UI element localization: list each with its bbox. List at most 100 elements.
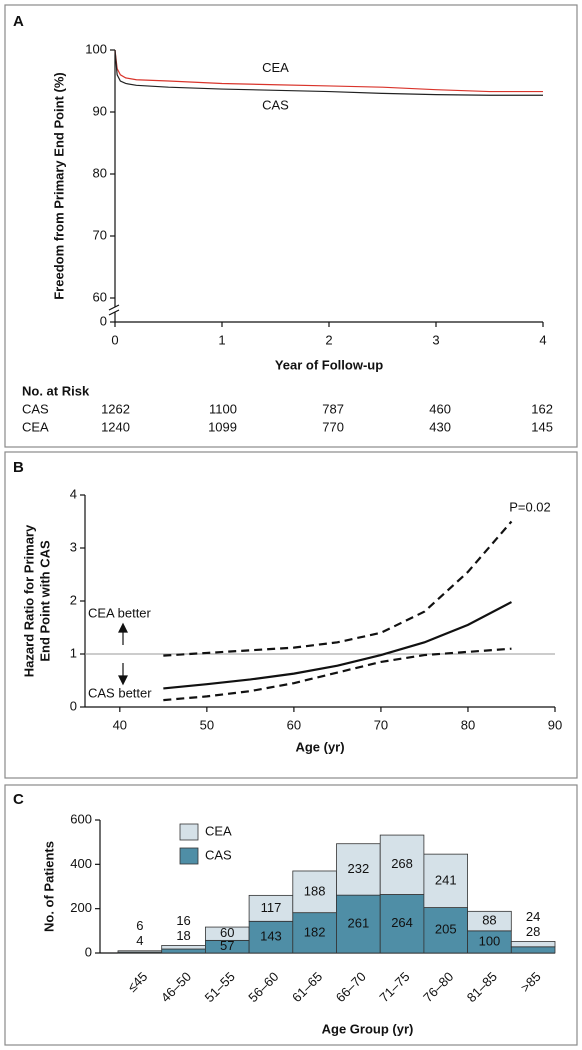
y-tick-label: 80 bbox=[93, 165, 107, 180]
annotation: CEA better bbox=[88, 605, 152, 620]
y-tick-label: 400 bbox=[70, 856, 92, 871]
at-risk-count: 145 bbox=[531, 419, 553, 434]
series-line bbox=[163, 647, 512, 702]
series-label: CAS bbox=[262, 98, 289, 113]
x-tick-label: ≤45 bbox=[125, 969, 151, 995]
panel-label: A bbox=[13, 13, 24, 30]
at-risk-name: CAS bbox=[22, 401, 49, 416]
x-tick-label: 80 bbox=[461, 717, 475, 732]
bar-segment bbox=[161, 948, 206, 954]
bar-segment bbox=[510, 946, 556, 954]
y-tick-label: 600 bbox=[70, 811, 92, 826]
bar-segment bbox=[336, 843, 381, 896]
bar-segment bbox=[510, 941, 556, 948]
y-tick-label: 2 bbox=[70, 592, 77, 607]
bar-segment bbox=[161, 945, 206, 950]
y-tick-label: 1 bbox=[70, 645, 77, 660]
y-tick-label: 0 bbox=[85, 944, 92, 959]
x-tick-label: 56–60 bbox=[245, 969, 281, 1005]
x-tick-label: 61–65 bbox=[289, 969, 325, 1005]
y-axis-label: Freedom from Primary End Point (%) bbox=[51, 72, 66, 300]
x-tick-label: 4 bbox=[539, 332, 546, 347]
at-risk-count: 430 bbox=[429, 419, 451, 434]
value-label: 117 bbox=[261, 900, 282, 915]
at-risk-name: CEA bbox=[22, 419, 49, 434]
x-tick-label: 46–50 bbox=[158, 969, 194, 1005]
bar-segment bbox=[248, 894, 294, 922]
x-tick-label: 90 bbox=[548, 717, 562, 732]
bar-segment bbox=[379, 894, 425, 954]
y-tick-label: 4 bbox=[70, 486, 77, 501]
series-line bbox=[114, 49, 543, 96]
panel-frame bbox=[4, 4, 578, 448]
value-label: 60 bbox=[220, 925, 234, 940]
y-axis-label: End Point with CAS bbox=[37, 540, 52, 662]
value-label: 57 bbox=[220, 938, 234, 953]
axis-break bbox=[108, 309, 120, 316]
at-risk-count: 787 bbox=[322, 401, 344, 416]
series-line bbox=[163, 520, 513, 657]
y-axis-label: Hazard Ratio for Primary bbox=[21, 524, 36, 677]
value-label: 24 bbox=[526, 909, 540, 924]
value-label: 182 bbox=[304, 924, 326, 939]
x-tick-label: 50 bbox=[200, 717, 214, 732]
x-tick-label: 51–55 bbox=[202, 969, 238, 1005]
x-tick-label: 0 bbox=[111, 332, 118, 347]
x-tick-label: 66–70 bbox=[333, 969, 369, 1005]
x-tick-label: 76–80 bbox=[420, 969, 456, 1005]
y-tick-label: 100 bbox=[85, 41, 107, 56]
panel-label: C bbox=[13, 791, 24, 808]
value-label: 268 bbox=[391, 856, 413, 871]
value-label: 232 bbox=[347, 861, 369, 876]
at-risk-count: 162 bbox=[531, 401, 553, 416]
y-axis-label: No. of Patients bbox=[41, 841, 56, 932]
series-line bbox=[114, 49, 543, 93]
y-tick-label: 0 bbox=[100, 313, 107, 328]
x-tick-label: 40 bbox=[113, 717, 127, 732]
at-risk-count: 1099 bbox=[208, 419, 237, 434]
bar-segment bbox=[423, 853, 468, 908]
panel-frame bbox=[4, 451, 578, 779]
bar-segment bbox=[248, 920, 294, 954]
at-risk-count: 770 bbox=[322, 419, 344, 434]
value-label: 28 bbox=[526, 924, 540, 939]
at-risk-count: 1240 bbox=[101, 419, 130, 434]
y-tick-label: 3 bbox=[70, 539, 77, 554]
x-tick-label: 3 bbox=[432, 332, 439, 347]
series-label: CEA bbox=[262, 60, 289, 75]
y-tick-label: 90 bbox=[93, 103, 107, 118]
y-tick-label: 60 bbox=[93, 289, 107, 304]
legend-label: CEA bbox=[205, 823, 232, 838]
value-label: 261 bbox=[347, 916, 369, 931]
legend-swatch bbox=[179, 823, 199, 841]
x-tick-label: 70 bbox=[374, 717, 388, 732]
at-risk-count: 1262 bbox=[101, 401, 130, 416]
x-axis-label: Year of Follow-up bbox=[275, 357, 383, 372]
value-label: 18 bbox=[176, 928, 190, 943]
y-tick-label: 0 bbox=[70, 698, 77, 713]
legend-label: CAS bbox=[205, 847, 232, 862]
x-tick-label: >85 bbox=[517, 969, 543, 995]
bar-segment bbox=[117, 950, 163, 953]
panel-label: B bbox=[13, 459, 24, 476]
axis-break bbox=[109, 307, 121, 312]
x-tick-label: 71–75 bbox=[376, 969, 412, 1005]
x-tick-label: 60 bbox=[287, 717, 301, 732]
legend-swatch bbox=[179, 847, 199, 865]
value-label: 6 bbox=[136, 918, 143, 933]
value-label: 4 bbox=[136, 933, 143, 948]
annotation: CAS better bbox=[88, 685, 152, 700]
value-label: 241 bbox=[435, 872, 457, 887]
value-label: 16 bbox=[176, 913, 190, 928]
value-label: 188 bbox=[304, 883, 326, 898]
arrows bbox=[118, 622, 128, 686]
bar-segment bbox=[292, 870, 337, 914]
x-tick-label: 2 bbox=[325, 332, 332, 347]
bar-segment bbox=[292, 912, 337, 954]
at-risk-count: 1100 bbox=[209, 401, 237, 416]
value-label: 143 bbox=[260, 929, 282, 944]
x-axis-label: Age (yr) bbox=[295, 739, 344, 754]
at-risk-title: No. at Risk bbox=[22, 383, 90, 398]
annotation: P=0.02 bbox=[509, 499, 551, 514]
